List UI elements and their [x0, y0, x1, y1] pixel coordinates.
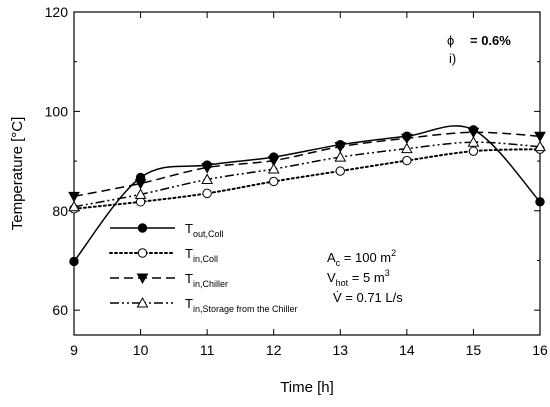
data-point-t_in_storage — [134, 188, 147, 199]
data-point-t_in_chiller — [467, 127, 480, 139]
legend-label-main: T — [185, 221, 193, 236]
y-axis-title: Temperature [°C] — [9, 117, 26, 231]
param-line: Vhot = 5 m3 — [327, 268, 390, 288]
x-tick-label: 10 — [133, 342, 149, 358]
data-point-t_in_chiller — [534, 131, 546, 143]
param-value: = 5 m — [348, 270, 385, 285]
y-tick-label: 120 — [45, 4, 69, 20]
param-symbol: V̇ — [333, 290, 342, 305]
x-tick-label: 16 — [532, 342, 548, 358]
legend-label-main: T — [185, 296, 193, 311]
series-line-t_in_storage — [73, 141, 541, 208]
data-point-t_in_storage — [68, 200, 80, 212]
phi-value: = 0.6% — [470, 33, 511, 48]
x-tick-label: 15 — [466, 342, 482, 358]
y-tick-label: 60 — [52, 302, 68, 318]
series-t_in_storage — [68, 136, 546, 212]
plot-frame — [73, 11, 541, 336]
param-subscript: hot — [336, 278, 349, 288]
x-tick-label: 13 — [332, 342, 348, 358]
param-line: V̇ = 0.71 L/s — [333, 290, 403, 305]
legend-label: Tout,Coll — [185, 221, 223, 239]
legend-item-t_out_coll: Tout,Coll — [110, 221, 223, 239]
x-tick-label: 12 — [266, 342, 282, 358]
data-point-t_in_storage — [467, 136, 480, 147]
data-point-t_in_chiller — [401, 133, 413, 145]
data-point-t_in_chiller — [201, 163, 213, 174]
param-subscript: c — [336, 258, 341, 268]
x-axis-title: Time [h] — [280, 379, 334, 396]
legend-label-subscript: out,Coll — [193, 229, 224, 239]
legend-swatch-marker — [137, 248, 148, 258]
data-point-t_in_coll — [269, 176, 279, 187]
legend-label-subscript: in,Coll — [193, 254, 218, 264]
legend-label: Tin,Storage from the Chiller — [185, 296, 298, 314]
data-point-t_in_coll — [468, 146, 479, 156]
data-point-t_in_coll — [135, 197, 146, 207]
legend-swatch-marker — [137, 223, 148, 233]
data-point-t_out_coll — [69, 256, 79, 267]
y-tick-label: 100 — [45, 103, 69, 119]
data-point-t_in_chiller — [68, 191, 80, 203]
series-line-t_in_coll — [73, 148, 541, 210]
series-line-t_in_chiller — [73, 131, 541, 198]
legend-label: Tin,Coll — [185, 246, 218, 264]
legend-item-t_in_coll: Tin,Coll — [109, 246, 218, 264]
data-point-t_in_coll — [335, 166, 345, 176]
param-superscript: 3 — [385, 268, 390, 278]
data-point-t_in_storage — [267, 162, 280, 174]
data-point-t_in_storage — [334, 151, 347, 162]
legend-label-main: T — [185, 271, 193, 286]
data-point-t_in_storage — [201, 173, 213, 184]
x-tick-label: 14 — [399, 342, 415, 358]
data-point-t_out_coll — [535, 197, 545, 207]
phi-symbol: ϕ — [447, 33, 454, 48]
param-value: = 100 m — [340, 250, 391, 265]
param-symbol: A — [327, 250, 336, 265]
x-tick-label: 11 — [200, 342, 215, 358]
legend-label-main: T — [185, 246, 193, 261]
panel-label: i) — [449, 51, 456, 66]
data-point-t_in_storage — [534, 140, 546, 152]
data-point-t_in_coll — [402, 155, 412, 166]
legend-item-t_in_chiller: Tin,Chiller — [110, 271, 228, 289]
param-line: Ac = 100 m2 — [327, 248, 396, 268]
data-point-t_in_chiller — [334, 142, 347, 153]
legend-swatch-marker — [136, 273, 149, 285]
series-layer — [68, 125, 546, 267]
legend-label-subscript: in,Storage from the Chiller — [193, 304, 298, 314]
legend: Tout,CollTin,CollTin,ChillerTin,Storage … — [109, 221, 298, 314]
legend-swatch-marker — [136, 296, 149, 308]
axes: 9 10 11 12 13 14 15 16 60 80 100 120 Time [h] Tempera… — [9, 4, 548, 396]
data-point-t_in_chiller — [134, 178, 147, 190]
legend-label: Tin,Chiller — [185, 271, 228, 289]
legend-label-subscript: in,Chiller — [193, 279, 228, 289]
y-tick-label: 80 — [52, 203, 68, 219]
data-point-t_in_coll — [202, 188, 212, 199]
x-tick-label: 9 — [70, 342, 78, 358]
param-superscript: 2 — [391, 248, 396, 258]
series-t_in_chiller — [68, 127, 546, 203]
param-symbol: V — [327, 270, 336, 285]
data-point-t_in_chiller — [267, 156, 280, 167]
data-point-t_in_storage — [401, 142, 413, 154]
param-value: = 0.71 L/s — [342, 290, 404, 305]
legend-item-t_in_storage: Tin,Storage from the Chiller — [110, 296, 298, 314]
